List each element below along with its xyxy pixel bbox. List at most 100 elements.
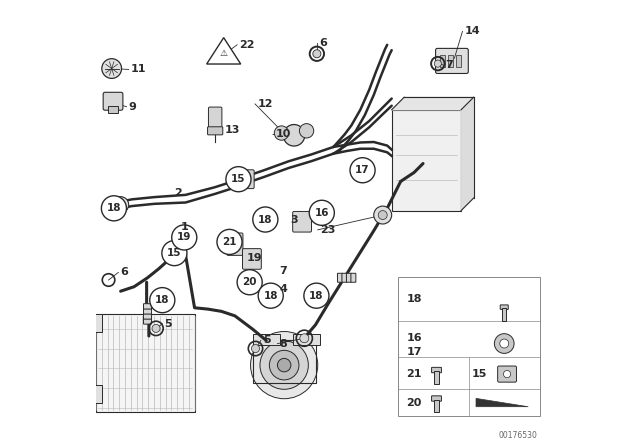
FancyBboxPatch shape bbox=[94, 314, 102, 332]
FancyBboxPatch shape bbox=[434, 371, 439, 384]
FancyBboxPatch shape bbox=[143, 314, 152, 319]
Circle shape bbox=[278, 358, 291, 372]
Text: 5: 5 bbox=[164, 319, 172, 329]
Text: 11: 11 bbox=[131, 65, 147, 74]
FancyBboxPatch shape bbox=[143, 304, 152, 309]
Text: 9: 9 bbox=[129, 102, 136, 112]
Text: 15: 15 bbox=[231, 174, 246, 184]
Text: 18: 18 bbox=[258, 215, 273, 224]
Circle shape bbox=[226, 167, 251, 192]
Text: 4: 4 bbox=[280, 284, 287, 294]
Text: 15: 15 bbox=[167, 248, 182, 258]
Circle shape bbox=[217, 229, 242, 254]
FancyBboxPatch shape bbox=[436, 48, 468, 73]
Polygon shape bbox=[392, 97, 474, 110]
Polygon shape bbox=[207, 38, 241, 64]
Circle shape bbox=[113, 197, 129, 213]
FancyBboxPatch shape bbox=[143, 309, 152, 314]
Polygon shape bbox=[96, 314, 195, 412]
Text: 16: 16 bbox=[406, 333, 422, 343]
Text: 6: 6 bbox=[121, 267, 129, 277]
Text: 15: 15 bbox=[472, 369, 487, 379]
Text: 8: 8 bbox=[280, 339, 287, 349]
FancyBboxPatch shape bbox=[243, 170, 254, 189]
FancyBboxPatch shape bbox=[103, 92, 123, 110]
Circle shape bbox=[350, 158, 375, 183]
FancyBboxPatch shape bbox=[227, 233, 243, 255]
FancyBboxPatch shape bbox=[143, 319, 152, 324]
Circle shape bbox=[300, 124, 314, 138]
Text: 13: 13 bbox=[225, 125, 240, 135]
FancyBboxPatch shape bbox=[500, 305, 508, 310]
FancyBboxPatch shape bbox=[209, 107, 222, 130]
Circle shape bbox=[252, 345, 260, 353]
Circle shape bbox=[313, 50, 321, 58]
Text: 22: 22 bbox=[239, 40, 255, 50]
Text: 17: 17 bbox=[355, 165, 370, 175]
Circle shape bbox=[378, 211, 387, 220]
FancyBboxPatch shape bbox=[94, 385, 102, 403]
Circle shape bbox=[500, 339, 509, 348]
FancyBboxPatch shape bbox=[243, 249, 261, 269]
Text: 18: 18 bbox=[107, 203, 121, 213]
FancyBboxPatch shape bbox=[342, 273, 347, 282]
FancyBboxPatch shape bbox=[448, 55, 452, 67]
FancyBboxPatch shape bbox=[207, 127, 223, 135]
Text: 19: 19 bbox=[177, 233, 191, 242]
FancyBboxPatch shape bbox=[253, 334, 280, 345]
Text: 16: 16 bbox=[314, 208, 329, 218]
Text: 00176530: 00176530 bbox=[499, 431, 538, 440]
Circle shape bbox=[269, 350, 299, 380]
Circle shape bbox=[150, 288, 175, 313]
Circle shape bbox=[435, 60, 442, 67]
Text: 17: 17 bbox=[406, 347, 422, 357]
Text: 2: 2 bbox=[174, 188, 182, 198]
Circle shape bbox=[172, 225, 197, 250]
Circle shape bbox=[284, 125, 305, 146]
Text: 3: 3 bbox=[290, 215, 298, 224]
Text: 12: 12 bbox=[257, 99, 273, 109]
FancyBboxPatch shape bbox=[440, 55, 445, 67]
Circle shape bbox=[116, 200, 125, 209]
Text: 20: 20 bbox=[243, 277, 257, 287]
Circle shape bbox=[374, 206, 392, 224]
Text: 21: 21 bbox=[222, 237, 237, 247]
FancyBboxPatch shape bbox=[431, 367, 442, 373]
Text: 20: 20 bbox=[406, 397, 422, 408]
Text: 18: 18 bbox=[264, 291, 278, 301]
Text: 6: 6 bbox=[319, 38, 327, 47]
Text: 14: 14 bbox=[465, 26, 481, 36]
Circle shape bbox=[230, 237, 239, 246]
FancyBboxPatch shape bbox=[392, 110, 461, 211]
FancyBboxPatch shape bbox=[456, 55, 461, 67]
Polygon shape bbox=[461, 97, 474, 211]
FancyBboxPatch shape bbox=[337, 273, 342, 282]
Circle shape bbox=[102, 59, 122, 78]
FancyBboxPatch shape bbox=[351, 273, 356, 282]
Circle shape bbox=[275, 126, 289, 140]
Text: 18: 18 bbox=[406, 294, 422, 304]
FancyBboxPatch shape bbox=[431, 396, 442, 401]
Circle shape bbox=[309, 200, 334, 225]
Circle shape bbox=[152, 324, 160, 332]
Circle shape bbox=[101, 196, 127, 221]
Text: 5: 5 bbox=[263, 336, 271, 345]
Polygon shape bbox=[476, 398, 528, 407]
Text: 18: 18 bbox=[155, 295, 170, 305]
Circle shape bbox=[494, 334, 514, 353]
FancyBboxPatch shape bbox=[502, 308, 506, 321]
Text: 7: 7 bbox=[445, 60, 453, 70]
Circle shape bbox=[253, 207, 278, 232]
FancyBboxPatch shape bbox=[498, 366, 516, 382]
Circle shape bbox=[237, 270, 262, 295]
FancyBboxPatch shape bbox=[346, 273, 351, 282]
Circle shape bbox=[258, 283, 284, 308]
Text: 23: 23 bbox=[320, 225, 335, 235]
Circle shape bbox=[251, 332, 318, 399]
FancyBboxPatch shape bbox=[398, 277, 540, 416]
Text: 19: 19 bbox=[247, 253, 262, 263]
Circle shape bbox=[504, 370, 511, 378]
Text: ⚠: ⚠ bbox=[220, 49, 228, 58]
Circle shape bbox=[304, 283, 329, 308]
FancyBboxPatch shape bbox=[434, 400, 439, 413]
